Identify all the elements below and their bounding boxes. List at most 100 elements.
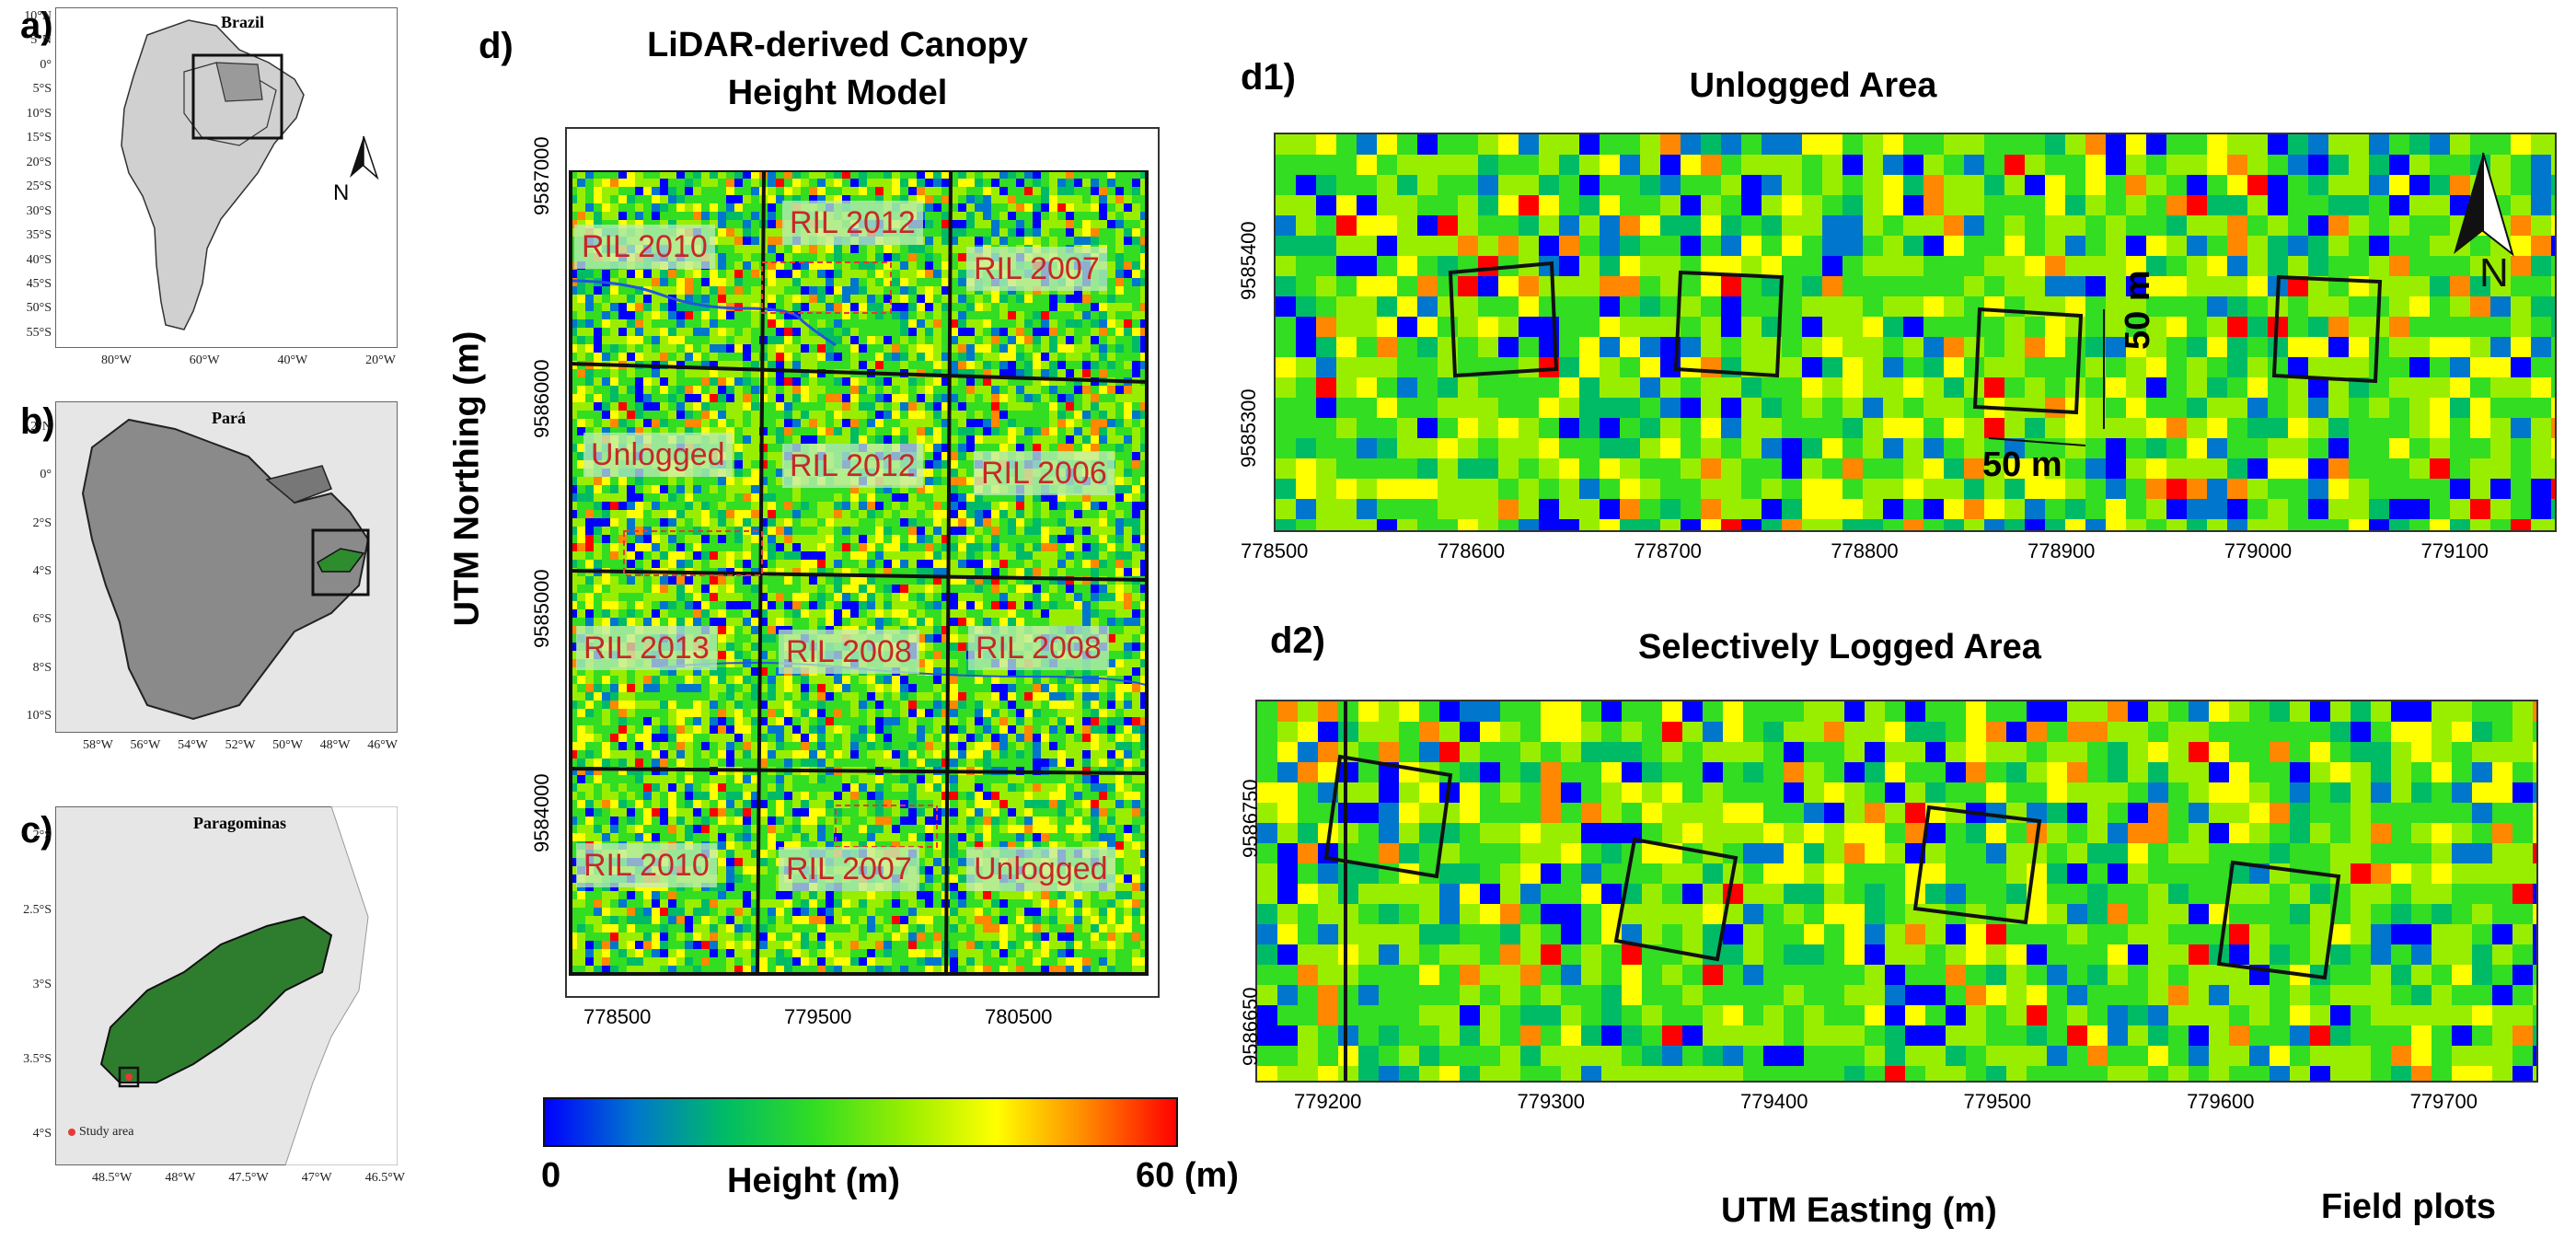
canopy-cell [618, 286, 627, 295]
canopy-cell [801, 518, 809, 527]
canopy-cell [660, 518, 668, 527]
canopy-cell [892, 701, 900, 709]
canopy-cell [618, 560, 627, 568]
canopy-cell [1057, 444, 1066, 452]
canopy-cell [792, 543, 801, 551]
canopy-cell [834, 518, 842, 527]
canopy-cell [577, 527, 585, 535]
canopy-cell [660, 502, 668, 510]
canopy-cell [1074, 551, 1082, 560]
canopy-cell [569, 609, 577, 618]
canopy-cell [1057, 585, 1066, 593]
canopy-cell [826, 717, 834, 725]
canopy-cell [991, 717, 999, 725]
canopy-cell [768, 469, 776, 477]
canopy-cell [991, 527, 999, 535]
canopy-cell [652, 187, 660, 195]
canopy-cell [627, 601, 635, 609]
canopy-cell [950, 203, 958, 212]
canopy-cell [792, 261, 801, 270]
canopy-cell [941, 253, 950, 261]
canopy-cell [1115, 237, 1124, 245]
canopy-cell [693, 709, 701, 717]
canopy-cell [1074, 394, 1082, 402]
canopy-cell [908, 427, 917, 435]
canopy-cell [1041, 319, 1049, 328]
canopy-cell [792, 187, 801, 195]
canopy-cell [900, 361, 908, 369]
canopy-cell [1024, 543, 1033, 551]
canopy-cell [892, 527, 900, 535]
canopy-cell [859, 709, 867, 717]
canopy-cell [602, 527, 610, 535]
canopy-cell [1024, 527, 1033, 535]
canopy-cell [983, 585, 991, 593]
canopy-cell [1124, 170, 1132, 179]
canopy-cell [834, 593, 842, 601]
canopy-cell [867, 684, 875, 692]
canopy-cell [975, 344, 983, 353]
canopy-cell [900, 543, 908, 551]
canopy-cell [718, 427, 726, 435]
canopy-cell [826, 609, 834, 618]
canopy-cell [792, 253, 801, 261]
canopy-cell [991, 701, 999, 709]
canopy-cell [817, 551, 826, 560]
canopy-cell [1057, 609, 1066, 618]
canopy-cell [867, 543, 875, 551]
canopy-cell [710, 493, 718, 502]
canopy-cell [1074, 742, 1082, 750]
canopy-cell [618, 676, 627, 684]
canopy-cell [1082, 609, 1091, 618]
canopy-cell [784, 179, 792, 187]
canopy-cell [925, 245, 933, 253]
canopy-cell [768, 502, 776, 510]
canopy-cell [660, 560, 668, 568]
canopy-cell [842, 187, 850, 195]
canopy-cell [908, 692, 917, 701]
canopy-cell [1057, 518, 1066, 527]
canopy-cell [734, 643, 743, 651]
canopy-cell [925, 336, 933, 344]
canopy-cell [859, 576, 867, 585]
canopy-cell [743, 237, 751, 245]
canopy-cell [1124, 676, 1132, 684]
canopy-cell [1132, 659, 1140, 667]
canopy-cell [991, 568, 999, 576]
canopy-cell [850, 386, 859, 394]
canopy-cell [966, 369, 975, 377]
canopy-cell [917, 187, 925, 195]
canopy-cell [577, 593, 585, 601]
canopy-cell [569, 477, 577, 485]
canopy-cell [834, 353, 842, 361]
canopy-cell [941, 303, 950, 311]
canopy-cell [850, 377, 859, 386]
canopy-cell [809, 311, 817, 319]
canopy-cell [643, 195, 652, 203]
canopy-cell [768, 245, 776, 253]
canopy-cell [751, 336, 759, 344]
panel-d-title-line1: LiDAR-derived Canopy [647, 26, 1028, 64]
canopy-cell [701, 601, 710, 609]
canopy-cell [933, 551, 941, 560]
canopy-cell [991, 220, 999, 228]
canopy-cell [925, 568, 933, 576]
canopy-cell [875, 295, 884, 303]
canopy-cell [577, 270, 585, 278]
canopy-cell [1107, 692, 1115, 701]
canopy-cell [734, 411, 743, 419]
canopy-cell [718, 419, 726, 427]
canopy-cell [842, 435, 850, 444]
canopy-cell [999, 228, 1008, 237]
canopy-cell [569, 237, 577, 245]
canopy-cell [1124, 369, 1132, 377]
lat-tick: 5°S [32, 82, 52, 97]
canopy-cell [933, 411, 941, 419]
canopy-cell [792, 336, 801, 344]
canopy-cell [1107, 651, 1115, 659]
canopy-cell [1082, 527, 1091, 535]
canopy-cell [1016, 535, 1024, 543]
canopy-cell [602, 411, 610, 419]
canopy-cell [792, 568, 801, 576]
canopy-cell [718, 609, 726, 618]
